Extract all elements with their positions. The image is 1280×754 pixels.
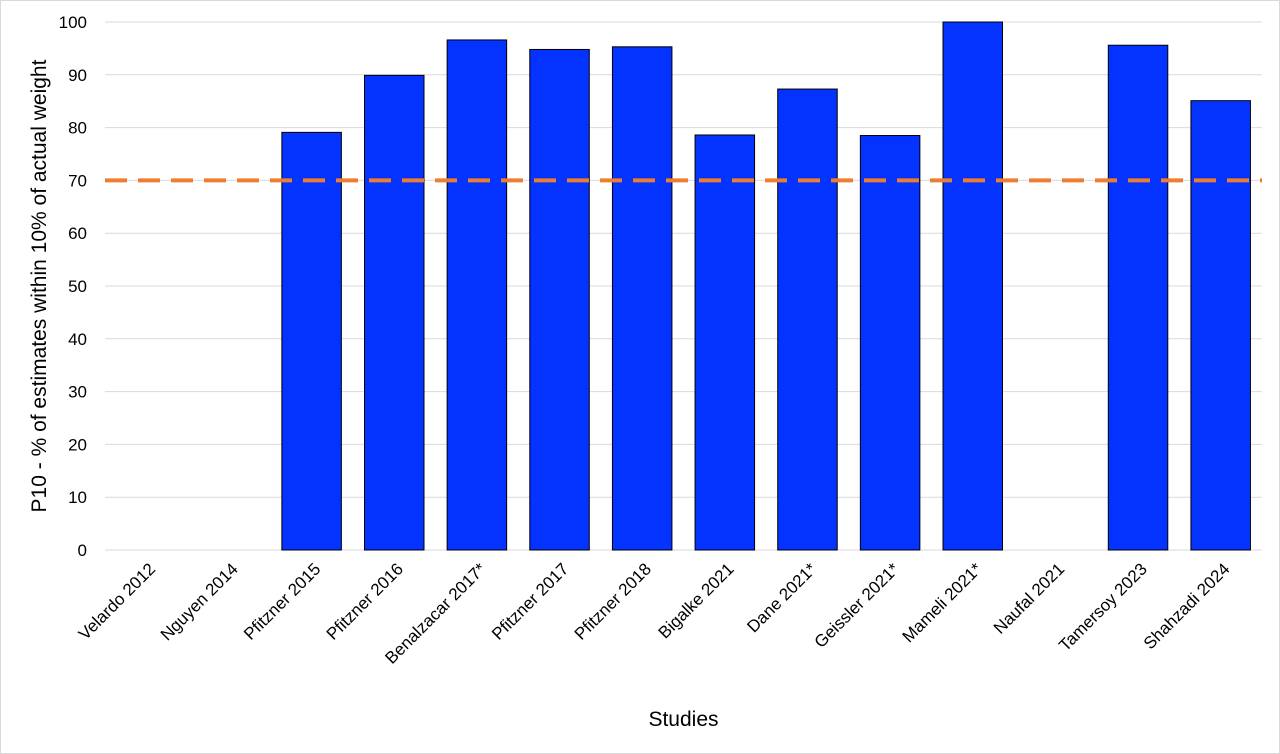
bar: [859, 135, 921, 551]
y-tick-labels: 0 10 20 30 40 50 60 70 80 90 100: [59, 13, 87, 560]
y-tick-label: 20: [68, 435, 87, 454]
gridlines: [105, 21, 1262, 551]
bar: [611, 46, 673, 551]
x-tick-label: Velardo 2012: [75, 559, 159, 643]
y-tick-label: 60: [68, 224, 87, 243]
y-axis-title: P10 - % of estimates within 10% of actua…: [28, 59, 51, 512]
x-tick-label: Bigalke 2021: [655, 559, 738, 642]
bar: [529, 48, 590, 551]
bar: [694, 134, 756, 551]
bar: [942, 21, 1004, 551]
x-tick-label: Pfitzner 2018: [571, 559, 655, 643]
y-tick-label: 50: [68, 277, 87, 296]
x-axis-title: Studies: [648, 708, 718, 731]
x-tick-label: Dane 2021*: [743, 559, 820, 636]
y-tick-label: 10: [68, 488, 87, 507]
x-tick-label: Nguyen 2014: [157, 559, 242, 644]
x-tick-label: Mameli 2021*: [899, 559, 986, 646]
y-tick-label: 100: [59, 13, 87, 32]
x-tick-label: Pfitzner 2016: [323, 559, 407, 643]
y-tick-label: 0: [78, 541, 87, 560]
x-tick-label: Pfitzner 2017: [488, 559, 572, 643]
x-tick-label: Tamersoy 2023: [1055, 559, 1151, 655]
x-tick-label: Naufal 2021: [990, 559, 1068, 637]
y-tick-label: 40: [68, 330, 87, 349]
bar: [1107, 44, 1169, 551]
y-tick-label: 70: [68, 171, 87, 190]
x-tick-label: Geissler 2021*: [811, 559, 904, 652]
y-tick-label: 80: [68, 119, 87, 138]
bar: [446, 39, 508, 551]
y-tick-label: 30: [68, 383, 87, 402]
x-tick-label: Pfitzner 2015: [240, 559, 324, 643]
y-tick-label: 90: [68, 66, 87, 85]
bars: [281, 21, 1251, 551]
bar: [363, 74, 425, 551]
bar: [777, 88, 838, 551]
x-tick-label: Shahzadi 2024: [1140, 559, 1234, 653]
bar: [1190, 100, 1251, 551]
bar: [281, 131, 342, 551]
